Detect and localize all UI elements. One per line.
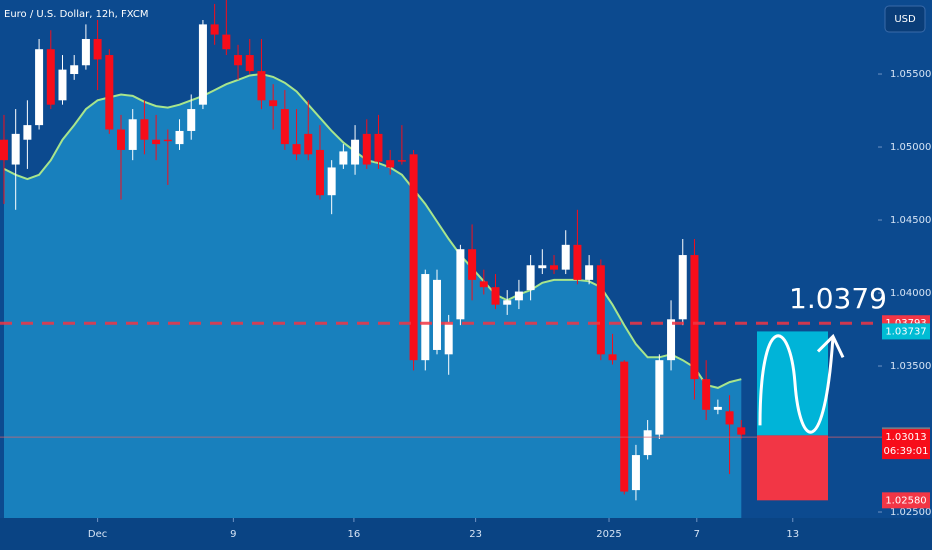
x-tick-label: 7 <box>694 529 700 540</box>
candle-body <box>444 322 453 355</box>
candle-body <box>269 100 278 107</box>
x-tick-label: 16 <box>348 529 361 540</box>
candle-body <box>198 24 207 105</box>
candle-body <box>631 455 640 491</box>
candle-body <box>585 265 594 280</box>
candle-body <box>690 255 699 380</box>
x-tick-label: Dec <box>88 529 107 540</box>
candle-body <box>140 119 149 140</box>
chart-title: Euro / U.S. Dollar, 12h, FXCM <box>4 9 148 20</box>
candle-body <box>163 139 172 142</box>
candle-body <box>280 109 289 145</box>
x-axis-strip <box>0 518 932 550</box>
candle-body <box>713 406 722 410</box>
projection-curve <box>758 334 835 434</box>
price-label-box <box>882 429 930 460</box>
candle-body <box>456 249 465 320</box>
candle-body <box>550 265 559 270</box>
y-tick-label: 1.04500 <box>890 215 931 226</box>
x-tick-label: 13 <box>786 529 799 540</box>
candle-body <box>479 281 488 288</box>
candle-body <box>128 119 137 150</box>
candle-body <box>304 133 313 155</box>
candle-body <box>105 55 114 130</box>
candle-body <box>175 130 184 145</box>
candle-body <box>678 255 687 320</box>
candle-body <box>70 65 79 75</box>
candle-body <box>362 133 371 165</box>
candle-body <box>93 38 102 60</box>
ma-line <box>3 72 742 389</box>
y-tick-label: 1.05500 <box>890 69 931 80</box>
candle-body <box>573 244 582 280</box>
candle-body <box>491 287 500 305</box>
candle-body <box>503 300 512 305</box>
candle-body <box>81 38 90 66</box>
candle-body <box>737 427 746 435</box>
candle-body <box>46 49 55 105</box>
price-label: 1.02580 <box>885 495 926 506</box>
stop-zone <box>757 435 828 501</box>
candle-body <box>152 139 161 145</box>
target-annotation: 1.0379 <box>789 282 887 315</box>
candle-body <box>187 109 196 131</box>
candle-body <box>222 34 231 50</box>
candle-body <box>561 244 570 270</box>
price-label: 1.03013 <box>885 432 926 443</box>
y-tick-label: 1.02500 <box>890 507 931 518</box>
price-label-box <box>882 323 930 340</box>
candle-body <box>608 354 617 361</box>
projection-arrow <box>816 333 845 359</box>
x-tick-label: 9 <box>230 529 236 540</box>
candle-body <box>702 379 711 410</box>
candle-body <box>234 55 243 66</box>
candle-body <box>397 160 406 162</box>
candle-body <box>327 167 336 196</box>
candle-body <box>292 144 301 155</box>
y-tick-label: 1.04000 <box>890 288 931 299</box>
candle-body <box>351 139 360 165</box>
candle-body <box>11 133 20 165</box>
countdown: 06:39:01 <box>884 446 929 457</box>
price-label: 1.03737 <box>885 326 926 337</box>
currency-button[interactable] <box>884 5 926 33</box>
candle-body <box>421 274 430 361</box>
candle-body <box>655 360 664 435</box>
candle-body <box>117 129 126 150</box>
candle-body <box>210 24 219 35</box>
candle-body <box>538 265 547 269</box>
candle-body <box>432 279 441 350</box>
y-tick-label: 1.05000 <box>890 142 931 153</box>
candle-body <box>514 291 523 301</box>
currency-label[interactable]: USD <box>894 14 916 25</box>
candle-body <box>35 49 44 126</box>
candle-body <box>23 125 32 140</box>
candle-body <box>596 265 605 355</box>
candle-body <box>257 71 266 101</box>
candle-body <box>0 139 8 161</box>
candle-body <box>667 319 676 361</box>
candle-body <box>620 361 629 492</box>
ma-area <box>4 74 742 518</box>
candle-body <box>725 411 734 425</box>
candle-body <box>409 154 418 361</box>
price-label-box <box>882 492 930 509</box>
candle-body <box>526 265 535 291</box>
candle-body <box>339 151 348 165</box>
candle-body <box>374 133 383 162</box>
y-tick-label: 1.03500 <box>890 361 931 372</box>
candle-body <box>315 149 324 196</box>
x-tick-label: 23 <box>469 529 482 540</box>
candle-body <box>58 69 67 101</box>
candle-body <box>468 249 477 280</box>
candle-body <box>643 430 652 456</box>
x-tick-label: 2025 <box>596 529 621 540</box>
candle-body <box>386 160 395 168</box>
candle-body <box>245 55 254 72</box>
